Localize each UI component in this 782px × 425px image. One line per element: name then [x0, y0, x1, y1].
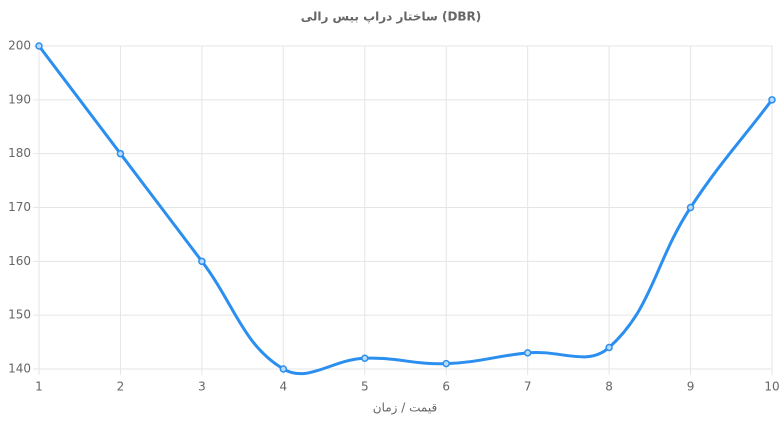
x-axis-label: قیمت / زمان: [373, 401, 437, 416]
x-tick-label: 3: [198, 380, 206, 394]
x-tick-label: 6: [442, 380, 450, 394]
point: [442, 359, 450, 368]
point: [768, 96, 776, 104]
x-tick-label: 2: [117, 380, 125, 394]
point: [116, 149, 125, 158]
point: [686, 203, 695, 212]
y-tick-label: 190: [8, 92, 31, 106]
y-tick-label: 160: [8, 254, 31, 268]
point: [279, 365, 288, 373]
point: [198, 257, 206, 266]
point: [35, 42, 43, 50]
x-tick-label: 1: [35, 380, 43, 394]
x-tick-label: 5: [361, 380, 369, 394]
y-tick-label: 180: [8, 146, 31, 160]
point: [523, 349, 532, 357]
y-tick-label: 150: [8, 308, 31, 322]
x-tick-label: 7: [524, 380, 532, 394]
x-tick-label: 10: [764, 380, 779, 394]
y-tick-label: 140: [8, 362, 31, 376]
x-tick-label: 8: [605, 380, 613, 394]
line: [37, 45, 774, 376]
y-tick-label: 200: [8, 39, 31, 53]
point: [605, 343, 613, 352]
chart-title: ساختار دراپ بیس رالی (DBR): [301, 10, 482, 24]
x-tick-label: 9: [687, 380, 695, 394]
y-tick-label: 170: [8, 200, 31, 214]
x-tick-label: 4: [280, 380, 288, 394]
point: [361, 354, 369, 362]
